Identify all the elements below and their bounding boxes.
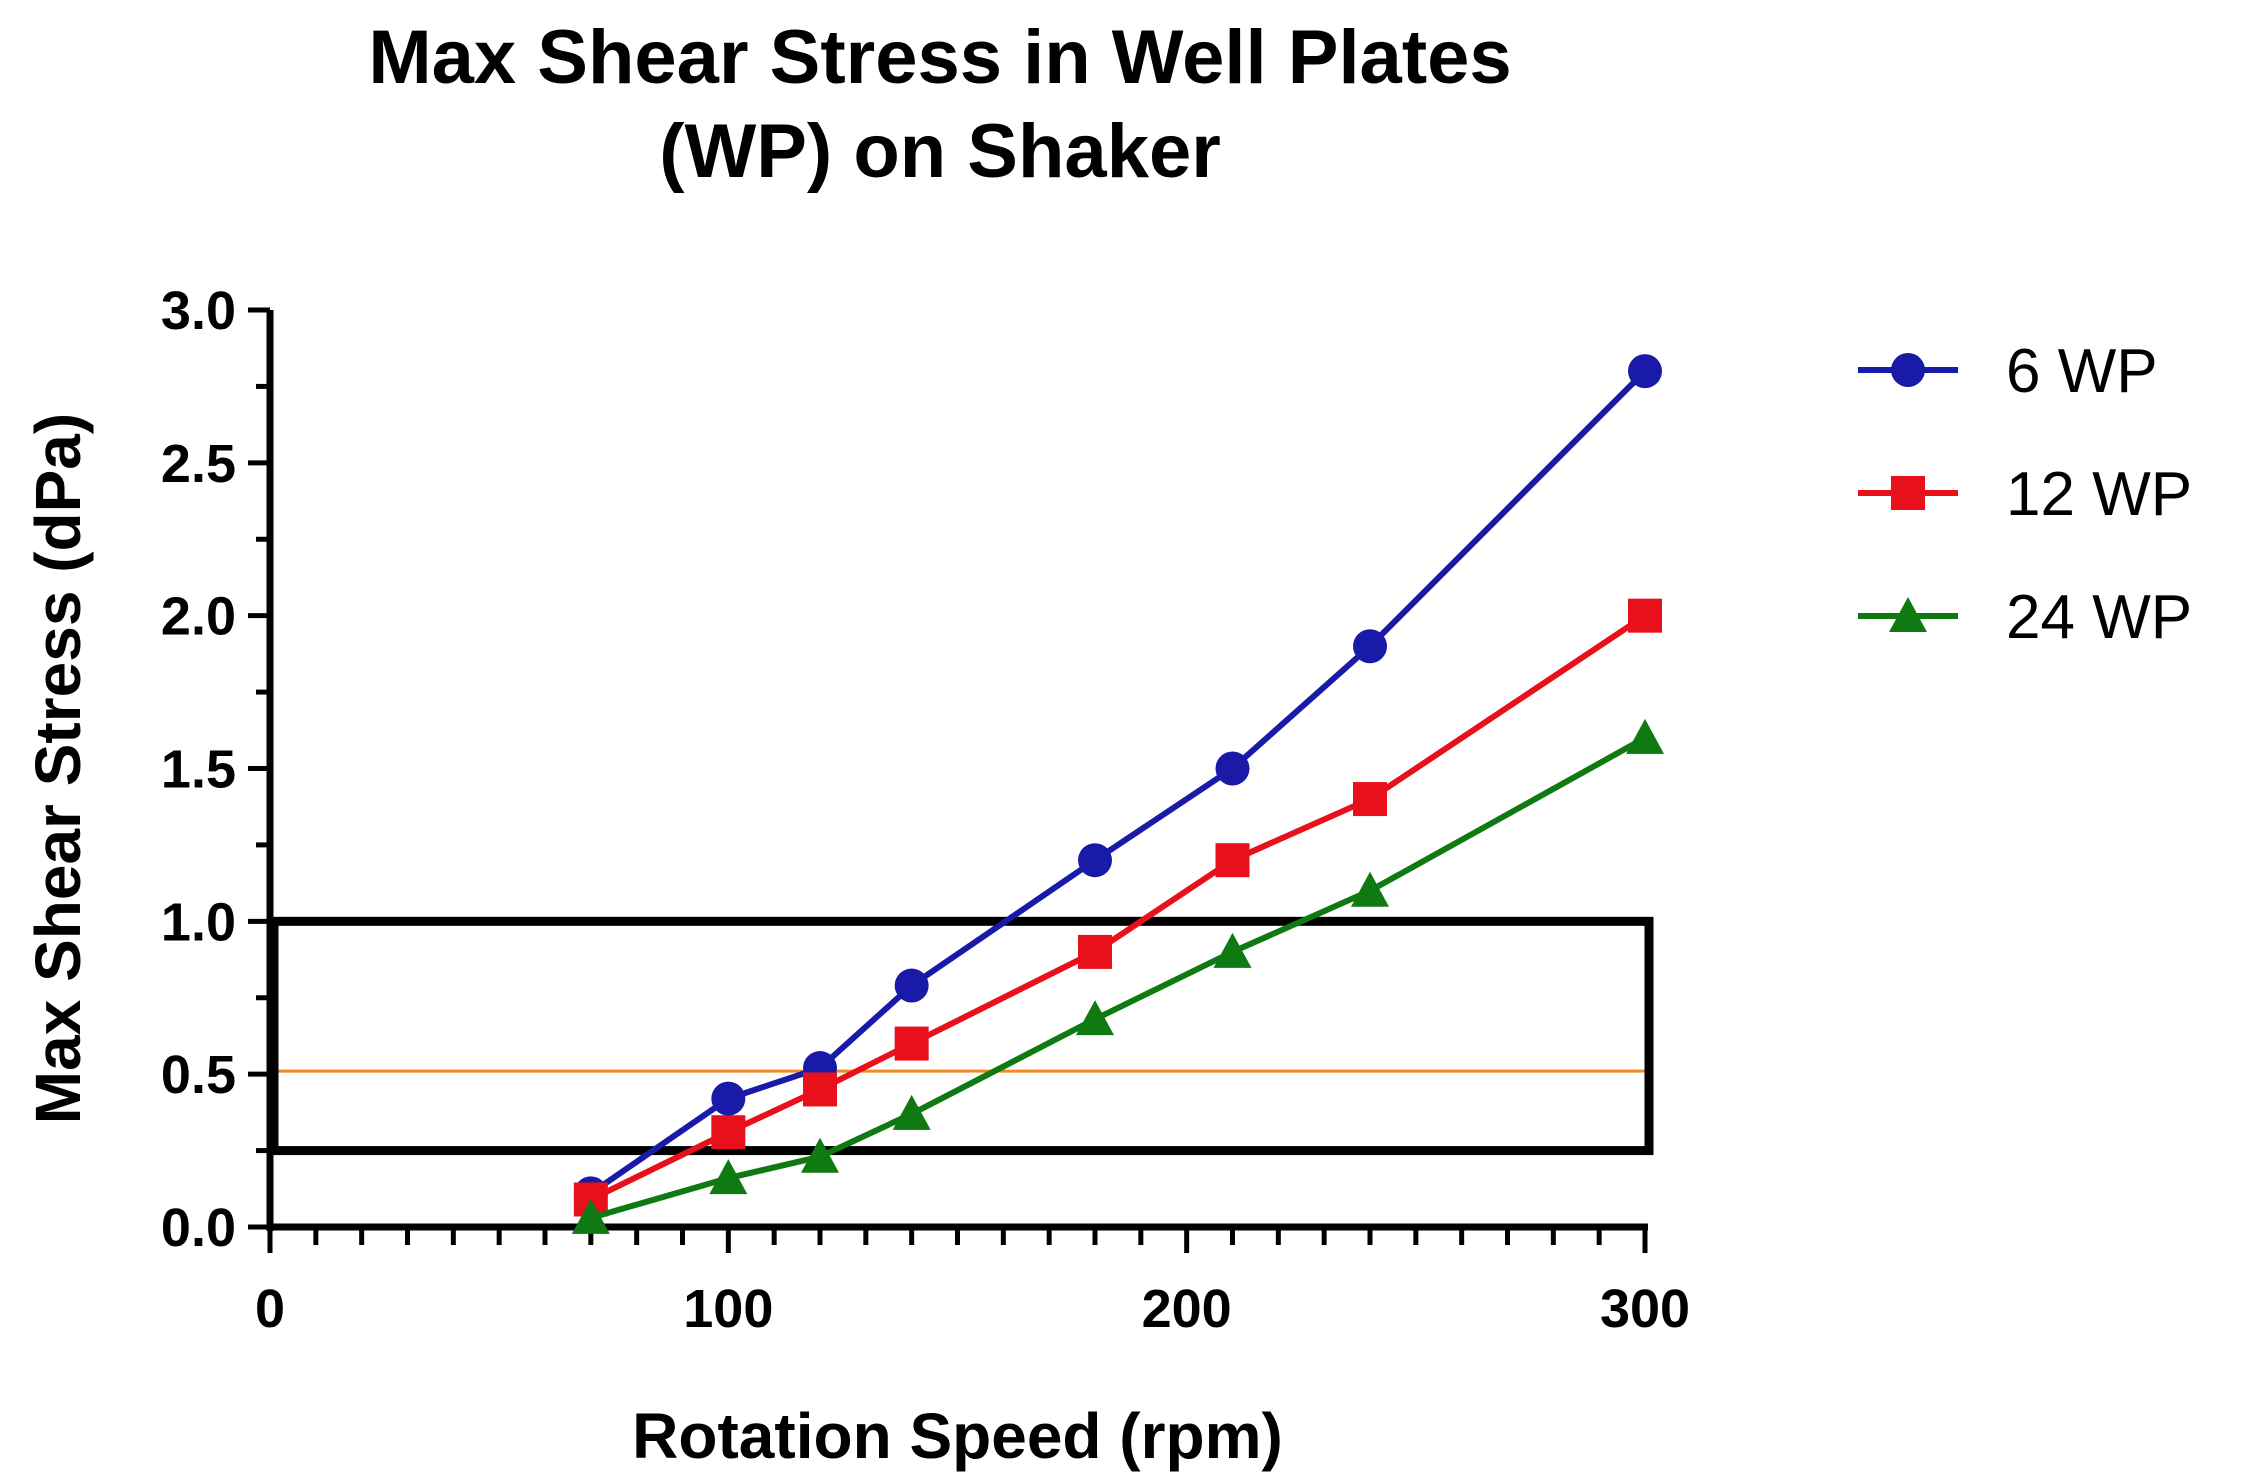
data-point: [1626, 718, 1664, 754]
x-axis-label: Rotation Speed (rpm): [632, 1400, 1283, 1472]
legend-marker: [1891, 476, 1925, 510]
legend-item: 24 WP: [1858, 583, 2192, 652]
data-point: [1628, 598, 1662, 633]
x-tick-label: 100: [683, 1279, 773, 1339]
data-point: [803, 1072, 837, 1107]
data-point: [1215, 751, 1250, 786]
data-point: [1353, 782, 1387, 817]
legend-label: 24 WP: [2006, 583, 2192, 652]
data-point: [1628, 354, 1662, 389]
legend-label: 6 WP: [2006, 337, 2158, 406]
data-point: [711, 1115, 746, 1150]
series-6-wp: [573, 354, 1662, 1211]
data-point: [1351, 871, 1389, 907]
y-tick-label: 1.5: [161, 740, 236, 800]
legend-item: 12 WP: [1858, 460, 2192, 529]
data-point: [1213, 932, 1252, 968]
data-point: [894, 1026, 929, 1061]
y-tick-label: 3.0: [161, 281, 236, 341]
data-point: [711, 1081, 746, 1116]
x-tick-label: 300: [1600, 1279, 1690, 1339]
data-point: [1353, 629, 1387, 664]
y-tick-label: 2.5: [161, 434, 236, 494]
data-point: [1076, 1000, 1114, 1036]
chart-title-line-2: (WP) on Shaker: [659, 109, 1221, 194]
series-24-wp: [571, 718, 1664, 1234]
legend-marker: [1891, 353, 1925, 387]
y-axis-label: Max Shear Stress (dPa): [22, 413, 94, 1124]
legend-marker: [1889, 597, 1927, 632]
chart-title-line-1: Max Shear Stress in Well Plates: [368, 15, 1512, 100]
highlight-box: [269, 916, 1654, 1156]
data-point: [1078, 843, 1112, 878]
data-point: [1215, 843, 1250, 878]
data-point: [892, 1094, 931, 1130]
y-tick-label: 2.0: [161, 587, 236, 647]
y-tick-label: 1.0: [161, 892, 236, 952]
series-line: [590, 735, 1647, 1221]
series-12-wp: [573, 598, 1662, 1217]
x-tick-label: 200: [1142, 1279, 1232, 1339]
y-tick-label: 0.5: [161, 1045, 236, 1105]
data-point: [801, 1137, 839, 1173]
data-point: [571, 1198, 610, 1234]
legend-item: 6 WP: [1858, 337, 2158, 406]
x-tick-label: 0: [255, 1279, 285, 1339]
data-point: [1078, 934, 1112, 969]
data-point: [709, 1159, 748, 1195]
y-tick-label: 0.0: [161, 1198, 236, 1258]
legend-label: 12 WP: [2006, 460, 2192, 529]
series-line: [589, 613, 1647, 1203]
data-point: [894, 968, 929, 1003]
